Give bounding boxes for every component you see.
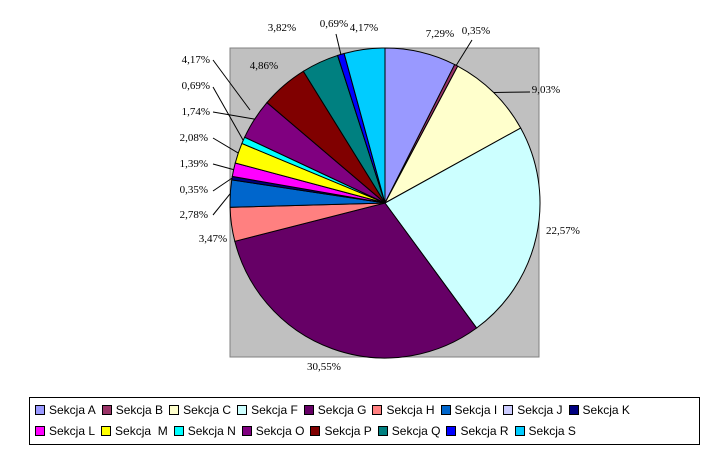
legend-swatch-2 <box>101 405 112 415</box>
slice-label-12: 0,69% <box>182 80 210 92</box>
legend-swatch-13 <box>241 426 252 436</box>
legend-label-1: Sekcja A <box>49 403 96 417</box>
legend-item-4: Sekcja F <box>237 403 298 417</box>
slice-label-6: 3,47% <box>199 233 227 245</box>
legend-item-5: Sekcja G <box>303 403 367 417</box>
slice-label-5: 30,55% <box>307 361 341 373</box>
legend-swatch-16 <box>446 426 457 436</box>
slice-label-15: 3,82% <box>268 22 296 34</box>
legend-swatch-10 <box>35 426 45 436</box>
pie-slice-5 <box>234 202 478 359</box>
legend-item-10: Sekcja L <box>35 424 95 438</box>
legend-item-1: Sekcja A <box>35 403 96 417</box>
legend-item-8: Sekcja J <box>503 403 563 417</box>
legend-label-5: Sekcja G <box>317 403 367 417</box>
legend-item-9: Sekcja K <box>568 403 630 417</box>
legend-row-1: Sekcja A Sekcja B Sekcja C Sekcja F Sekcja G… <box>35 403 699 421</box>
legend-swatch-6 <box>372 405 383 415</box>
legend-swatch-12 <box>173 426 184 436</box>
legend-swatch-5 <box>303 405 314 415</box>
leader-line-13 <box>212 111 255 120</box>
legend-item-7: Sekcja I <box>440 403 498 417</box>
legend-swatch-11 <box>101 426 112 436</box>
slice-label-9: 0,35% <box>180 184 208 196</box>
legend-label-7: Sekcja I <box>454 403 498 417</box>
leader-line-3 <box>493 91 531 94</box>
slice-label-16: 0,69% <box>320 18 348 30</box>
legend-item-16: Sekcja R <box>446 424 509 438</box>
slice-label-14: 4,86% <box>250 60 278 72</box>
leader-line-9 <box>212 177 233 192</box>
slice-label-17: 4,17% <box>350 22 378 34</box>
legend-item-6: Sekcja H <box>372 403 435 417</box>
legend-swatch-8 <box>503 405 514 415</box>
legend-swatch-7 <box>440 405 451 415</box>
slice-label-3: 9,03% <box>532 84 560 96</box>
legend-label-11: Sekcja M <box>115 424 168 438</box>
legend-swatch-9 <box>568 405 579 415</box>
legend-item-2: Sekcja B <box>101 403 164 417</box>
legend-label-8: Sekcja J <box>517 403 563 417</box>
legend-item-17: Sekcja S <box>514 424 576 438</box>
legend-item-14: Sekcja P <box>310 424 372 438</box>
leader-line-11 <box>212 137 239 154</box>
legend-label-2: Sekcja B <box>115 403 164 417</box>
legend-item-3: Sekcja C <box>169 403 231 417</box>
legend-label-16: Sekcja R <box>460 424 509 438</box>
legend-item-15: Sekcja Q <box>377 424 441 438</box>
leader-line-16 <box>335 33 342 55</box>
extra-leader-1 <box>212 59 251 111</box>
legend-swatch-4 <box>237 405 248 415</box>
legend-label-17: Sekcja S <box>528 424 576 438</box>
leader-lines <box>212 33 531 216</box>
legend-label-4: Sekcja F <box>251 403 298 417</box>
leader-line-2 <box>455 39 473 66</box>
pie-slice-3 <box>383 65 522 205</box>
slice-labels: 7,29% 0,35% 9,03% 22,57% 30,55% 3,47% 2,78% 0,3… <box>180 18 580 373</box>
pie-slice-17 <box>343 47 386 204</box>
pie-slices <box>229 47 541 359</box>
pie-slice-4 <box>384 127 541 329</box>
leader-line-7 <box>212 193 231 216</box>
legend-label-13: Sekcja O <box>255 424 305 438</box>
legend-label-14: Sekcja P <box>324 424 372 438</box>
legend-label-9: Sekcja K <box>582 403 630 417</box>
legend-item-12: Sekcja N <box>173 424 236 438</box>
slice-label-13: 1,74% <box>182 106 210 118</box>
legend-swatch-1 <box>35 405 45 415</box>
legend-row-2: Sekcja L Sekcja M Sekcja N Sekcja O Sekcja P… <box>35 424 699 442</box>
slice-label-4: 22,57% <box>546 225 580 237</box>
legend-swatch-14 <box>310 426 321 436</box>
legend-swatch-15 <box>377 426 388 436</box>
legend-label-10: Sekcja L <box>49 424 96 438</box>
legend-label-3: Sekcja C <box>183 403 232 417</box>
legend-swatch-17 <box>514 426 525 436</box>
slice-label-11: 2,08% <box>180 132 208 144</box>
extra-label-1: 4,17% <box>182 54 210 66</box>
slice-label-1: 7,29% <box>426 28 454 40</box>
legend-item-11: Sekcja M <box>101 424 168 438</box>
legend-swatch-3 <box>169 405 180 415</box>
legend-label-15: Sekcja Q <box>391 424 441 438</box>
legend-label-12: Sekcja N <box>187 424 236 438</box>
leader-line-12 <box>212 86 244 141</box>
leader-line-10 <box>212 163 234 171</box>
slice-label-7: 2,78% <box>180 209 208 221</box>
legend: Sekcja A Sekcja B Sekcja C Sekcja F Sekcja G… <box>29 397 700 445</box>
slice-label-10: 1,39% <box>180 158 208 170</box>
slice-label-2: 0,35% <box>462 25 490 37</box>
legend-label-6: Sekcja H <box>386 403 435 417</box>
legend-item-13: Sekcja O <box>241 424 305 438</box>
